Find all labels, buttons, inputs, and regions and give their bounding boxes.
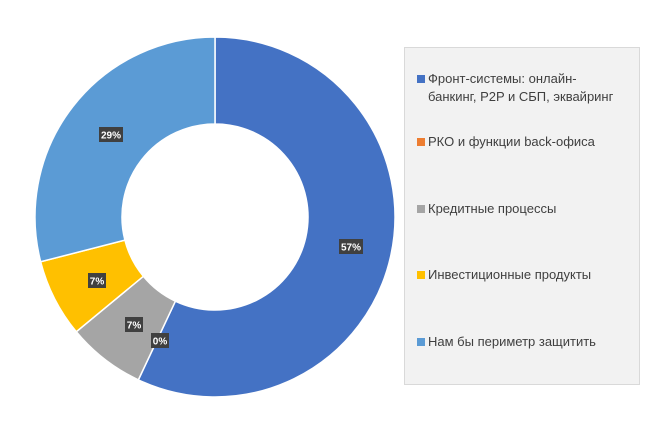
legend-swatch	[417, 75, 425, 83]
data-label-2: 7%	[125, 317, 143, 332]
data-label-box	[339, 239, 363, 254]
data-label-text: 0%	[153, 337, 168, 348]
data-label-box	[125, 317, 143, 332]
legend-swatch	[417, 205, 425, 213]
legend-swatch	[417, 271, 425, 279]
data-label-text: 57%	[341, 243, 361, 254]
chart-legend: Фронт-системы: онлайн-банкинг, P2P и СБП…	[404, 47, 640, 385]
data-label-box	[99, 127, 123, 142]
legend-label: Кредитные процессы	[428, 200, 632, 218]
legend-swatch	[417, 138, 425, 146]
donut-slice-0	[137, 36, 396, 398]
legend-item-4: Нам бы периметр защитить	[417, 333, 632, 351]
legend-label-line: Инвестиционные продукты	[428, 267, 592, 282]
legend-label-line: РКО и функции back-офиса	[428, 134, 595, 149]
legend-item-0: Фронт-системы: онлайн-банкинг, P2P и СБП…	[417, 70, 632, 106]
legend-label-line: Фронт-системы: онлайн-	[428, 71, 577, 86]
data-label-1: 0%	[151, 333, 169, 348]
legend-item-1: РКО и функции back-офиса	[417, 133, 632, 151]
data-label-text: 7%	[127, 321, 142, 332]
legend-item-3: Инвестиционные продукты	[417, 266, 632, 284]
legend-label: Нам бы периметр защитить	[428, 333, 632, 351]
data-label-box	[88, 273, 106, 288]
data-label-3: 7%	[88, 273, 106, 288]
legend-swatch	[417, 338, 425, 346]
legend-label: РКО и функции back-офиса	[428, 133, 632, 151]
data-label-box	[151, 333, 169, 348]
data-label-0: 57%	[339, 239, 363, 254]
legend-label-line: банкинг, P2P и СБП, эквайринг	[428, 89, 614, 104]
legend-item-2: Кредитные процессы	[417, 200, 632, 218]
legend-label: Инвестиционные продукты	[428, 266, 632, 284]
legend-label-line: Кредитные процессы	[428, 201, 557, 216]
data-label-4: 29%	[99, 127, 123, 142]
legend-label: Фронт-системы: онлайн-банкинг, P2P и СБП…	[428, 70, 632, 106]
data-label-text: 7%	[90, 277, 105, 288]
donut-chart: 57% 0% 7% 7% 29%	[34, 36, 396, 398]
data-label-text: 29%	[101, 131, 121, 142]
legend-label-line: Нам бы периметр защитить	[428, 334, 596, 349]
donut-slice-4	[34, 36, 216, 263]
